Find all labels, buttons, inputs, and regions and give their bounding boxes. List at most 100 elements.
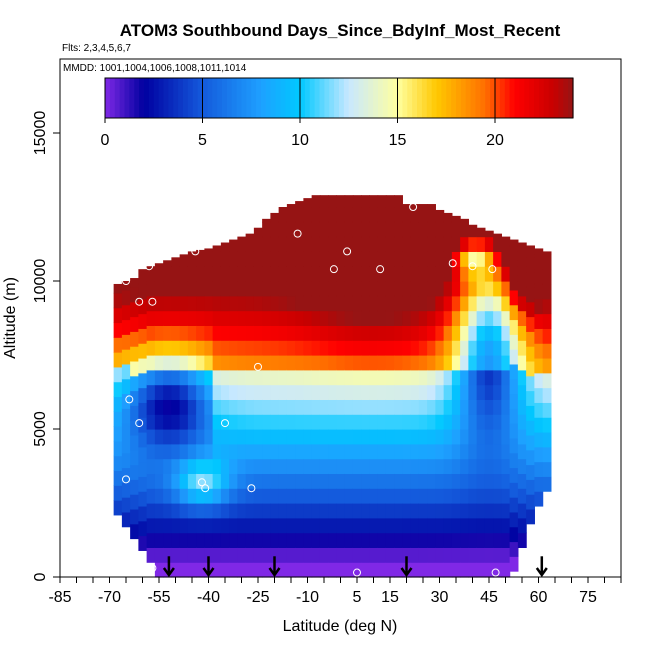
heat-cell	[163, 473, 172, 489]
heat-cell	[212, 532, 222, 548]
heat-cell	[303, 473, 313, 489]
heat-cell	[146, 266, 156, 282]
heat-cell	[154, 443, 164, 460]
heat-cell	[402, 236, 412, 252]
heat-cell	[262, 488, 271, 504]
heat-cell	[484, 355, 494, 371]
heat-cell	[361, 562, 370, 578]
colorbar-segment	[353, 78, 360, 118]
heat-cell	[220, 473, 230, 489]
heat-cell	[460, 517, 469, 534]
heat-cell	[418, 310, 428, 326]
heat-cell	[286, 384, 296, 400]
heat-cell	[130, 405, 139, 421]
heat-cell	[369, 310, 379, 326]
heat-cell	[493, 547, 502, 563]
heat-cell	[509, 393, 519, 409]
heat-cell	[253, 325, 263, 341]
heat-cell	[138, 387, 148, 403]
heat-cell	[138, 269, 148, 285]
heat-cell	[534, 343, 544, 359]
heat-cell	[220, 399, 230, 415]
heat-cell	[443, 310, 453, 326]
heat-cell	[468, 310, 478, 326]
heat-cell	[476, 310, 486, 326]
heat-cell	[427, 207, 436, 223]
heat-cell	[410, 340, 420, 356]
heat-cell	[517, 340, 527, 356]
heat-cell	[328, 325, 337, 341]
heat-cell	[476, 384, 486, 400]
heat-cell	[319, 236, 329, 252]
heat-cell	[262, 281, 271, 297]
heat-cell	[501, 517, 511, 534]
heat-cell	[435, 281, 445, 297]
heat-cell	[319, 547, 329, 563]
heat-cell	[130, 286, 139, 303]
heat-cell	[517, 281, 527, 297]
heat-cell	[418, 236, 428, 252]
heat-cell	[418, 355, 428, 371]
heat-cell	[361, 325, 370, 341]
heat-cell	[460, 355, 469, 371]
heat-cell	[369, 429, 379, 445]
heat-cell	[286, 399, 296, 415]
heat-cell	[328, 236, 337, 252]
heat-cell	[394, 488, 403, 504]
heat-cell	[319, 207, 329, 223]
heat-cell	[270, 547, 280, 563]
heat-cell	[468, 517, 478, 534]
colorbar-segment	[251, 78, 257, 118]
heat-cell	[121, 319, 131, 335]
heat-cell	[336, 355, 346, 371]
heat-cell	[295, 517, 304, 534]
heat-cell	[253, 236, 263, 252]
heat-cell	[204, 488, 214, 504]
heat-cell	[460, 488, 469, 504]
heat-cell	[113, 381, 123, 398]
heat-cell	[146, 281, 156, 297]
heat-cell	[361, 414, 370, 430]
heat-cell	[121, 467, 131, 483]
heat-cell	[509, 260, 519, 276]
heat-cell	[435, 384, 445, 400]
colorbar-segment	[285, 78, 291, 118]
heat-cell	[451, 266, 461, 282]
heat-cell	[443, 295, 453, 312]
heat-cell	[344, 355, 354, 371]
heat-cell	[229, 295, 238, 312]
heat-cell	[220, 251, 230, 267]
heat-cell	[270, 221, 280, 238]
heat-cell	[220, 562, 230, 578]
heat-cell	[344, 340, 354, 356]
heat-cell	[171, 257, 181, 267]
heat-cell	[319, 281, 329, 297]
heat-cell	[187, 399, 197, 415]
heat-cell	[237, 369, 247, 386]
heat-cell	[154, 399, 164, 415]
x-tick-label: 5	[353, 589, 362, 606]
heat-cell	[361, 458, 370, 474]
heat-cell	[328, 517, 337, 534]
sample-point	[201, 484, 210, 493]
heat-cell	[509, 497, 519, 513]
colorbar-segment	[343, 78, 350, 118]
heat-cell	[410, 325, 420, 341]
heat-cell	[468, 532, 478, 548]
heat-cell	[220, 242, 230, 252]
heat-cell	[451, 517, 461, 534]
heat-cell	[328, 384, 337, 400]
heat-cell	[427, 355, 436, 371]
heat-cell	[451, 281, 461, 297]
sample-point	[69, 279, 78, 288]
heat-cell	[187, 369, 197, 386]
heat-cell	[468, 547, 478, 563]
colorbar-segment	[158, 78, 165, 118]
heat-cell	[138, 357, 148, 374]
heat-cell	[311, 310, 321, 326]
heat-cell	[146, 295, 156, 312]
heat-cell	[410, 443, 420, 460]
heat-cell	[286, 325, 296, 341]
heat-cell	[402, 547, 412, 563]
heat-cell	[229, 562, 238, 578]
